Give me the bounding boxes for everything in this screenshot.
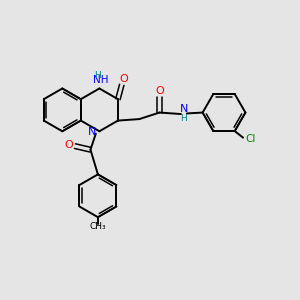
Text: O: O	[156, 85, 164, 96]
Text: N: N	[88, 128, 96, 137]
Text: N: N	[180, 104, 189, 114]
Text: O: O	[65, 140, 74, 150]
Text: H: H	[94, 71, 100, 80]
Text: H: H	[180, 114, 187, 123]
Text: O: O	[119, 74, 128, 84]
Text: NH: NH	[93, 75, 109, 85]
Text: CH₃: CH₃	[90, 222, 106, 231]
Text: Cl: Cl	[246, 134, 256, 144]
